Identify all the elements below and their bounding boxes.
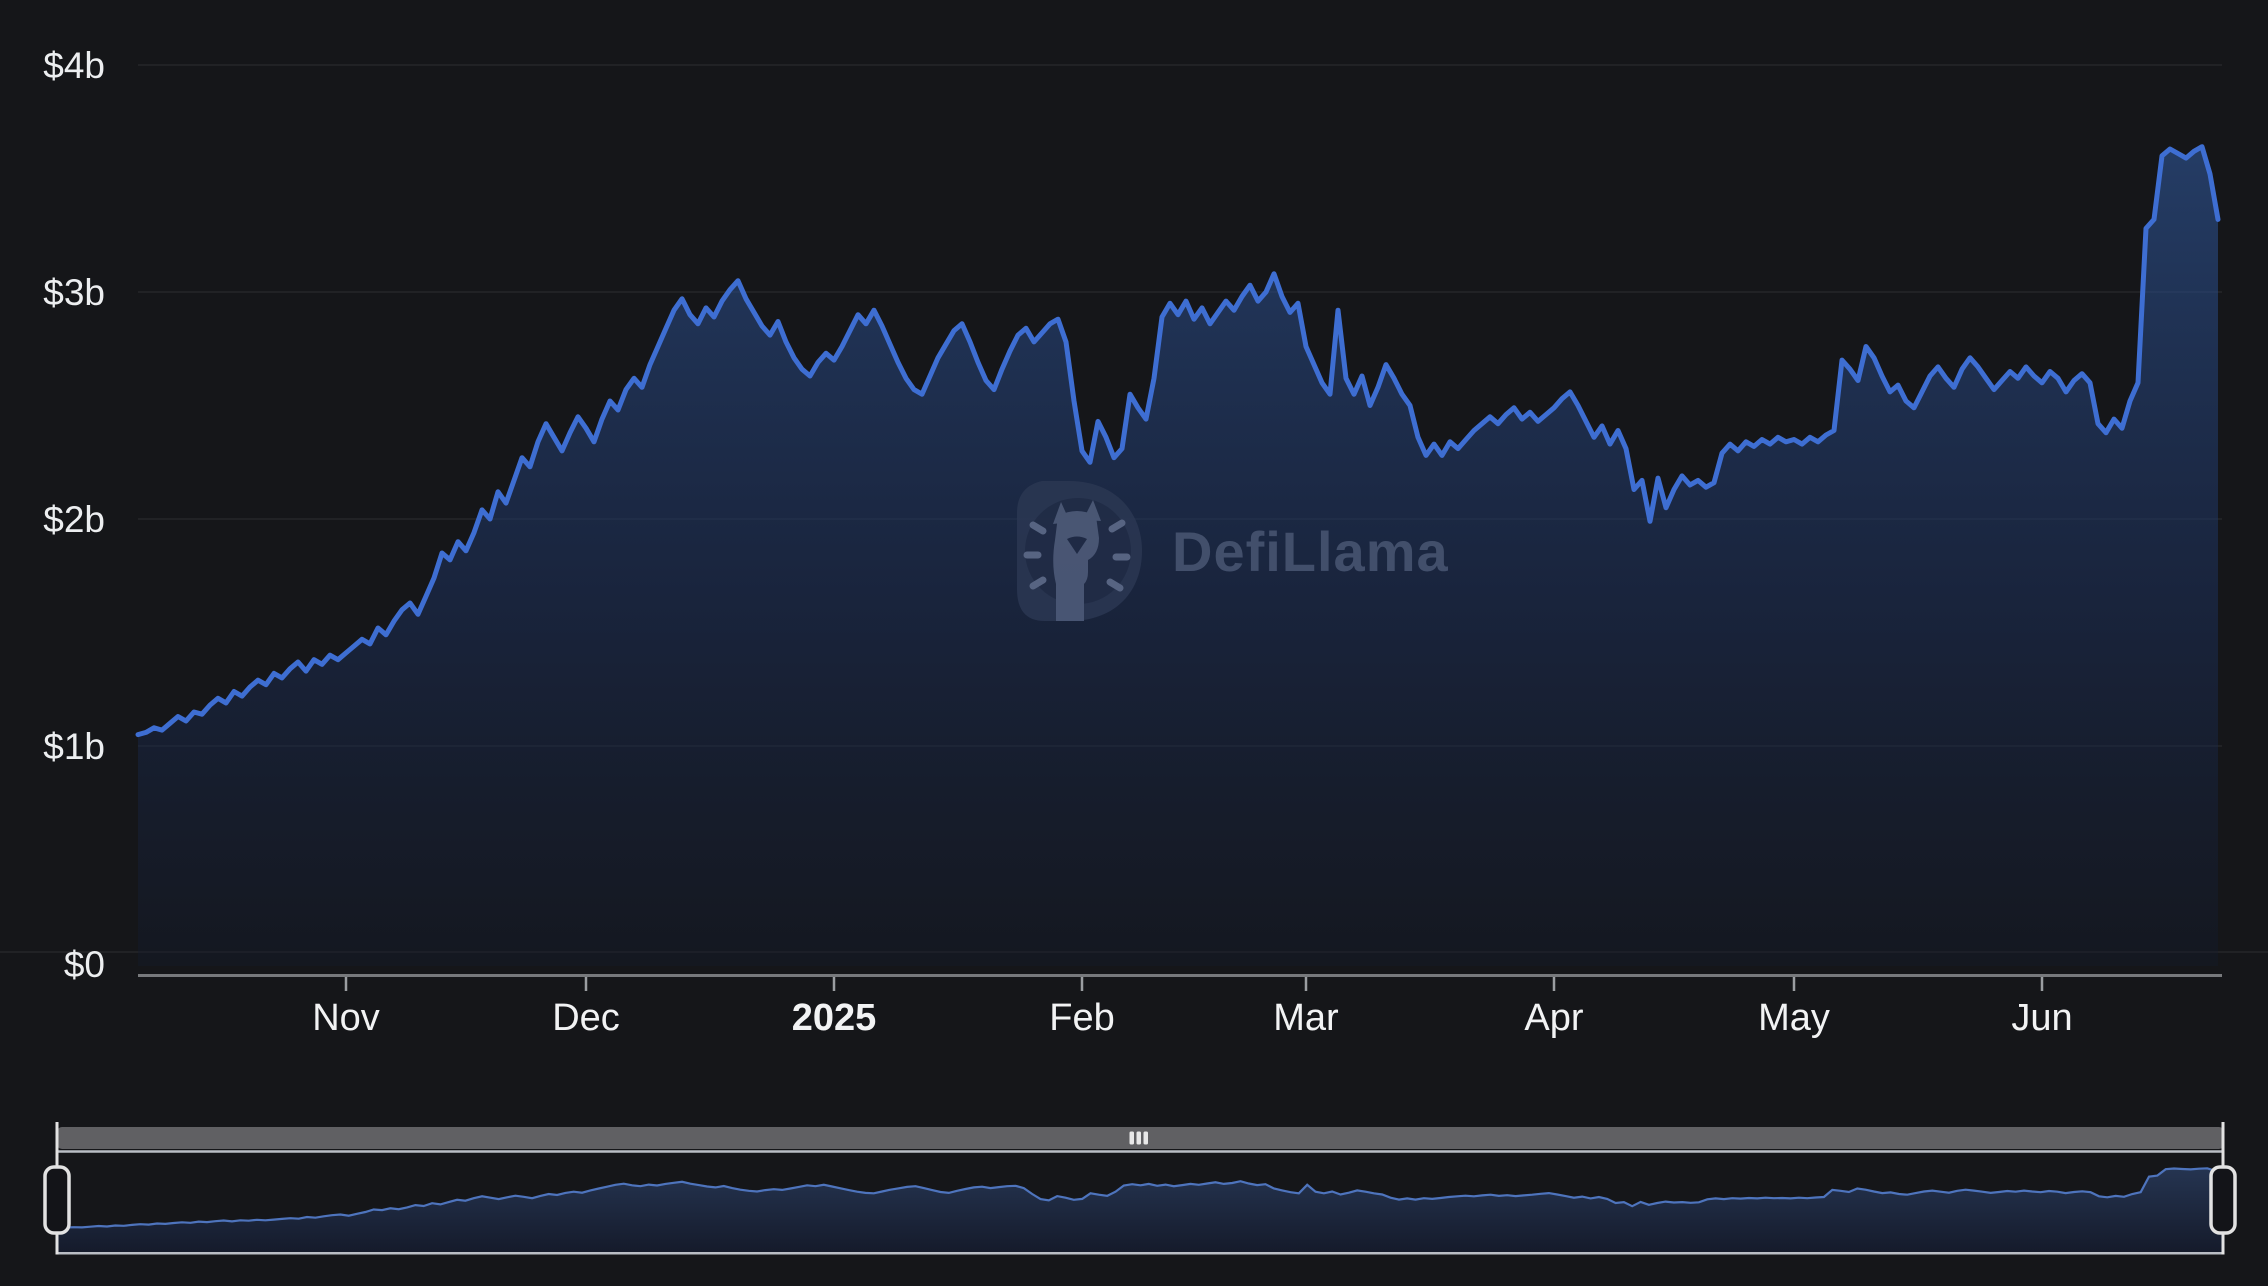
navigator-left-handle[interactable] xyxy=(43,1122,71,1255)
navigator-left-handle-grip[interactable] xyxy=(43,1165,71,1235)
x-axis-label: Jun xyxy=(2011,997,2072,1039)
y-axis-label: $4b xyxy=(43,45,105,86)
navigator-right-handle[interactable] xyxy=(2209,1122,2237,1255)
x-axis-label: Nov xyxy=(312,997,380,1039)
y-axis-label: $2b xyxy=(43,499,105,540)
navigator-line xyxy=(56,1167,2225,1229)
y-axis-label: $0 xyxy=(64,944,105,985)
x-axis-label: Dec xyxy=(552,997,620,1039)
y-axis-label: $3b xyxy=(43,272,105,313)
navigator-grip[interactable] xyxy=(1136,1131,1142,1145)
x-axis-label: May xyxy=(1758,997,1830,1039)
navigator-grip[interactable] xyxy=(1129,1131,1135,1145)
x-axis-label: Apr xyxy=(1524,997,1583,1039)
navigator xyxy=(43,1122,2237,1255)
tvl-line xyxy=(135,144,2221,738)
navigator-right-handle-grip[interactable] xyxy=(2209,1165,2237,1235)
x-axis-label: 2025 xyxy=(792,997,877,1039)
y-axis: $0 $1b $2b $3b $4b xyxy=(43,45,105,985)
x-axis-label: Feb xyxy=(1049,997,1114,1039)
navigator-grip[interactable] xyxy=(1143,1131,1149,1145)
y-axis-label: $1b xyxy=(43,726,105,767)
x-axis-label: Mar xyxy=(1273,997,1339,1039)
x-axis: Nov Dec 2025 Feb Mar Apr May Jun xyxy=(138,974,2222,1039)
